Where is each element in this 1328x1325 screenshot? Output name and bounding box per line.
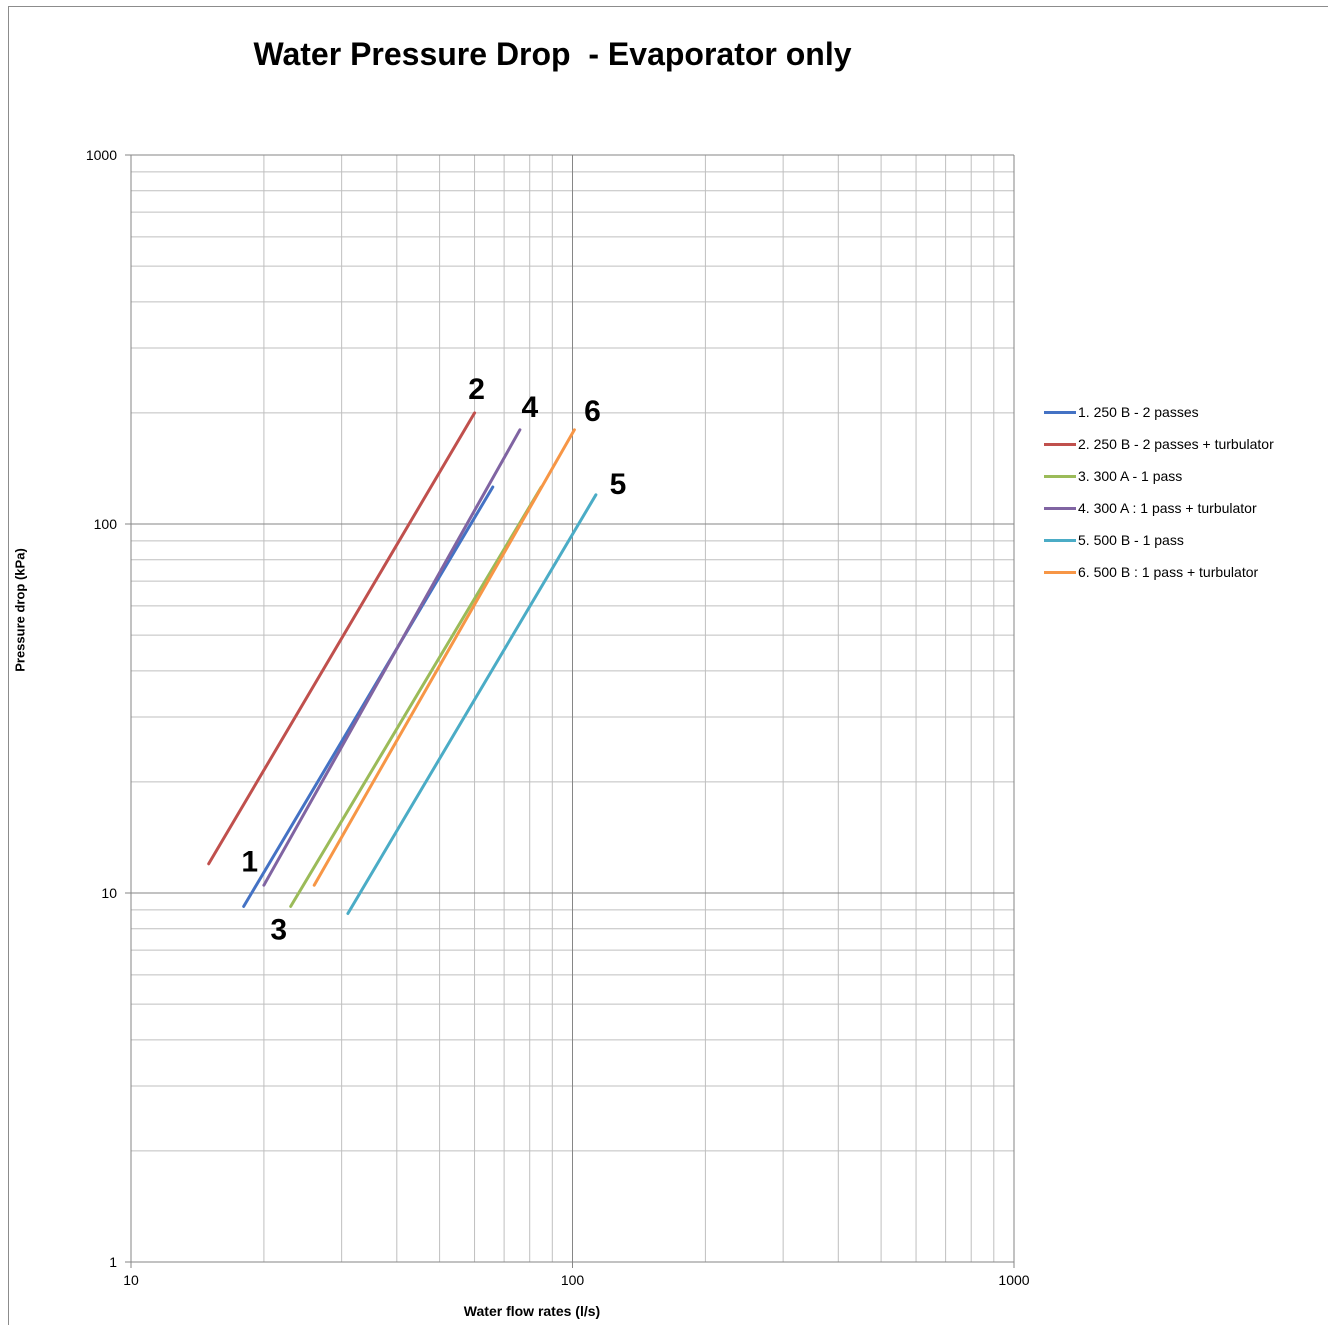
legend-label: 2. 250 B - 2 passes + turbulator <box>1078 436 1274 452</box>
legend-swatch <box>1044 570 1076 574</box>
series-line-4 <box>262 428 522 887</box>
legend-item: 1. 250 B - 2 passes <box>1044 396 1274 428</box>
grid-lines <box>125 154 1015 1268</box>
series-number-label-5: 5 <box>610 468 627 501</box>
x-tick-label: 10 <box>123 1272 139 1288</box>
y-tick-label: 1 <box>109 1254 117 1270</box>
legend-item: 5. 500 B - 1 pass <box>1044 524 1274 556</box>
legend-swatch <box>1044 506 1076 510</box>
tick-labels: 10 100 1000 1 10 100 1000 <box>86 147 1030 1288</box>
series-number-label-1: 1 <box>241 845 258 878</box>
series-line-2 <box>207 411 477 866</box>
legend-label: 4. 300 A : 1 pass + turbulator <box>1078 500 1257 516</box>
x-tick-label: 1000 <box>998 1272 1029 1288</box>
y-tick-label: 1000 <box>86 147 117 163</box>
legend-swatch <box>1044 538 1076 542</box>
series-number-label-2: 2 <box>468 373 485 406</box>
series-number-label-4: 4 <box>522 391 539 424</box>
legend-item: 6. 500 B : 1 pass + turbulator <box>1044 556 1274 588</box>
y-tick-label: 100 <box>94 516 118 532</box>
legend-label: 6. 500 B : 1 pass + turbulator <box>1078 564 1259 580</box>
series-lines <box>207 411 598 915</box>
legend-item: 3. 300 A - 1 pass <box>1044 460 1274 492</box>
series-line-3 <box>289 485 543 908</box>
legend-swatch <box>1044 442 1076 446</box>
legend-item: 4. 300 A : 1 pass + turbulator <box>1044 492 1274 524</box>
series-line-5 <box>346 493 598 915</box>
legend: 1. 250 B - 2 passes 2. 250 B - 2 passes +… <box>1044 396 1274 588</box>
legend-label: 3. 300 A - 1 pass <box>1078 468 1183 484</box>
chart-frame <box>8 6 1328 1325</box>
series-number-label-3: 3 <box>270 913 287 946</box>
series-line-6 <box>312 428 576 887</box>
y-tick-label: 10 <box>101 885 117 901</box>
x-axis-label: Water flow rates (l/s) <box>463 1303 601 1319</box>
series-number-label-6: 6 <box>584 395 601 428</box>
legend-label: 1. 250 B - 2 passes <box>1078 404 1199 420</box>
legend-swatch <box>1044 474 1076 478</box>
legend-swatch <box>1044 410 1076 414</box>
legend-item: 2. 250 B - 2 passes + turbulator <box>1044 428 1274 460</box>
x-tick-label: 100 <box>561 1272 585 1288</box>
chart-title: Water Pressure Drop - Evaporator only <box>253 36 852 72</box>
series-number-labels: 1 2 3 4 5 6 <box>241 373 626 946</box>
legend-label: 5. 500 B - 1 pass <box>1078 532 1184 548</box>
